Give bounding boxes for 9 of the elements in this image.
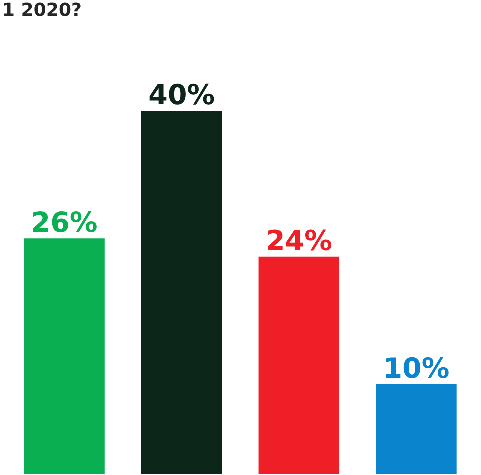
bar — [140, 110, 224, 475]
data-label: 26% — [33, 212, 97, 233]
bar — [22, 237, 106, 475]
data-label: 10% — [386, 357, 449, 378]
data-label: 40% — [150, 84, 214, 105]
bar — [374, 383, 458, 475]
bar — [257, 255, 341, 475]
data-label: 24% — [268, 230, 332, 251]
chart-title: 1 2020? — [4, 2, 81, 16]
